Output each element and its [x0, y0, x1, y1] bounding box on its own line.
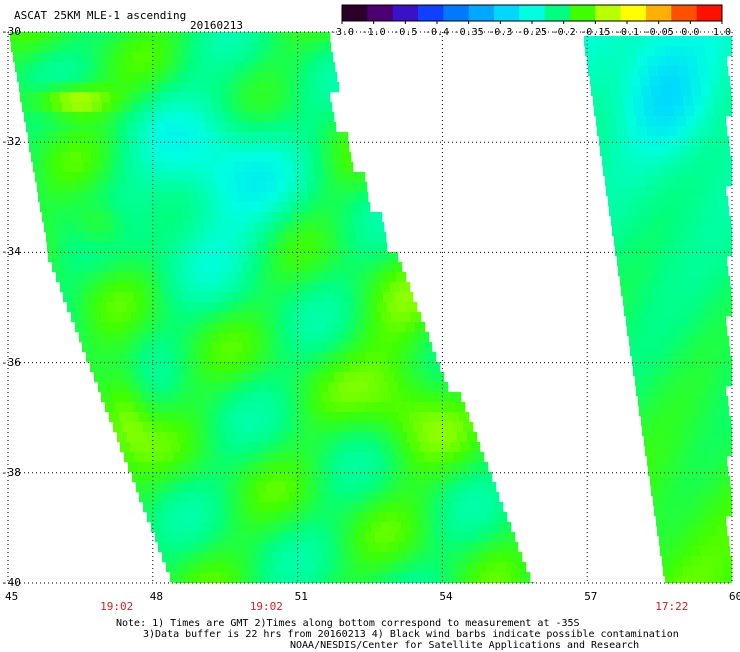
colorbar-swatch: [392, 5, 419, 21]
y-tick-label: -38: [1, 465, 21, 479]
colorbar-swatch: [620, 5, 647, 21]
colorbar-swatch: [595, 5, 622, 21]
date-label: 20160213: [190, 19, 243, 32]
title: ASCAT 25KM MLE-1 ascending: [14, 9, 187, 22]
colorbar-swatch: [494, 5, 520, 21]
x-tick-label: 48: [149, 590, 164, 603]
y-tick-label: -32: [1, 135, 21, 149]
y-tick-label: -40: [1, 576, 21, 589]
colorbar-swatch: [696, 5, 723, 21]
x-tick-label: 45: [5, 590, 19, 603]
colorbar-label: -0.1: [614, 27, 640, 38]
colorbar-swatch: [418, 5, 444, 21]
x-tick-label: 51: [294, 590, 308, 603]
x-tick-label: 60: [729, 590, 740, 603]
colorbar-swatch: [544, 5, 571, 21]
colorbar-label: 0.0: [681, 27, 700, 38]
colorbar-label: -0.2: [551, 27, 576, 38]
swath-time-label: 17:22: [655, 600, 689, 613]
colorbar-label: -0.5: [393, 27, 418, 38]
colorbar-label: -1.0: [361, 27, 386, 38]
note-line-3: NOAA/NESDIS/Center for Satellite Applica…: [290, 640, 640, 651]
swath-time-label: 19:02: [249, 600, 283, 613]
colorbar-swatch: [671, 5, 698, 21]
colorbar-swatch: [468, 5, 495, 21]
colorbar-label: 1.0: [712, 27, 732, 38]
x-tick-label: 54: [439, 590, 453, 603]
colorbar-label: -0.05: [643, 27, 674, 38]
colorbar-swatch: [443, 5, 470, 21]
swath-time-label: 19:02: [100, 600, 134, 613]
colorbar-legend: [341, 4, 723, 24]
x-tick-label: 57: [584, 590, 598, 603]
note-line-2: 3)Data buffer is 22 hrs from 20160213 4)…: [143, 629, 679, 640]
colorbar-label: -0.15: [580, 27, 611, 38]
colorbar-swatch: [519, 5, 546, 21]
colorbar-swatch: [570, 5, 596, 21]
colorbar-swatch: [342, 5, 368, 21]
colorbar-label: -3.0: [329, 27, 355, 38]
y-tick-label: -36: [1, 355, 21, 369]
note-line-1: Note: 1) Times are GMT 2)Times along bot…: [116, 618, 580, 629]
colorbar-swatch: [367, 5, 394, 21]
y-tick-label: -34: [1, 245, 21, 259]
y-tick-label: -30: [1, 25, 21, 38]
colorbar-swatch: [646, 5, 672, 21]
